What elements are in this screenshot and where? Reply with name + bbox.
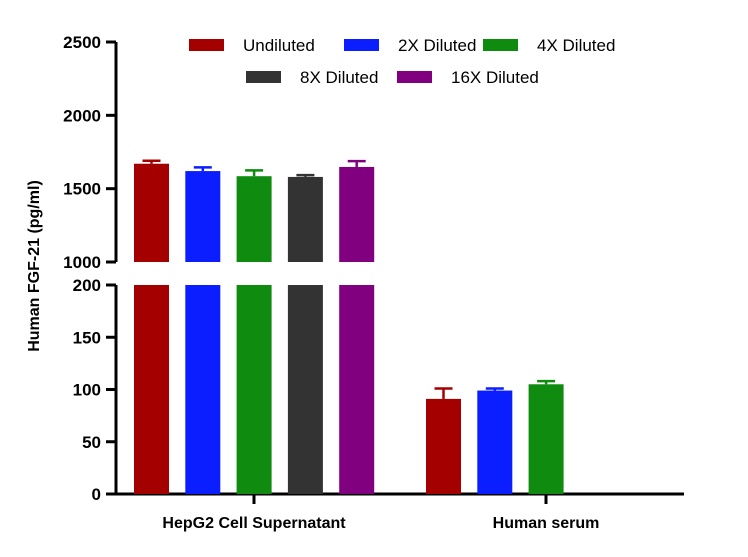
bar-lower-segment bbox=[236, 285, 272, 494]
legend-label: 4X Diluted bbox=[537, 36, 615, 55]
bar-upper-segment bbox=[236, 176, 272, 262]
x-category-label: HepG2 Cell Supernatant bbox=[162, 515, 346, 532]
bar bbox=[528, 384, 564, 494]
bar-upper-segment bbox=[339, 166, 375, 262]
x-category-label: Human serum bbox=[493, 515, 600, 532]
bar-upper-segment bbox=[185, 171, 221, 262]
y-tick-label: 200 bbox=[73, 276, 101, 295]
y-tick-label: 2500 bbox=[63, 33, 101, 52]
y-tick-label: 2000 bbox=[63, 106, 101, 125]
axes: 0 50 100 150 200 1000 1500 2000 2500 HepG2 Cell S… bbox=[63, 33, 684, 532]
legend: Undiluted 2X Diluted 4X Diluted 8X Diluted 1… bbox=[189, 36, 615, 87]
legend-label: Undiluted bbox=[243, 36, 315, 55]
bar-lower-segment bbox=[134, 285, 169, 494]
bar bbox=[477, 390, 513, 494]
legend-label: 2X Diluted bbox=[398, 36, 476, 55]
bar-lower-segment bbox=[339, 285, 375, 494]
y-tick-label: 1000 bbox=[63, 253, 101, 272]
legend-swatch bbox=[246, 71, 281, 83]
y-tick-label: 100 bbox=[73, 381, 101, 400]
legend-swatch bbox=[397, 71, 432, 83]
bar-upper-segment bbox=[134, 163, 169, 262]
bar-upper-segment bbox=[287, 176, 323, 262]
legend-swatch bbox=[344, 39, 379, 51]
bar bbox=[426, 398, 461, 494]
legend-swatch bbox=[189, 39, 224, 51]
legend-swatch bbox=[483, 39, 518, 51]
bar-lower-segment bbox=[185, 285, 221, 494]
y-tick-label: 50 bbox=[82, 433, 101, 452]
bar-lower-segment bbox=[287, 285, 323, 494]
y-tick-label: 1500 bbox=[63, 180, 101, 199]
y-axis-title: Human FGF-21 (pg/ml) bbox=[26, 180, 43, 352]
legend-label: 16X Diluted bbox=[451, 68, 539, 87]
legend-label: 8X Diluted bbox=[300, 68, 378, 87]
y-tick-label: 150 bbox=[73, 328, 101, 347]
y-tick-label: 0 bbox=[92, 485, 101, 504]
bars bbox=[134, 159, 564, 494]
